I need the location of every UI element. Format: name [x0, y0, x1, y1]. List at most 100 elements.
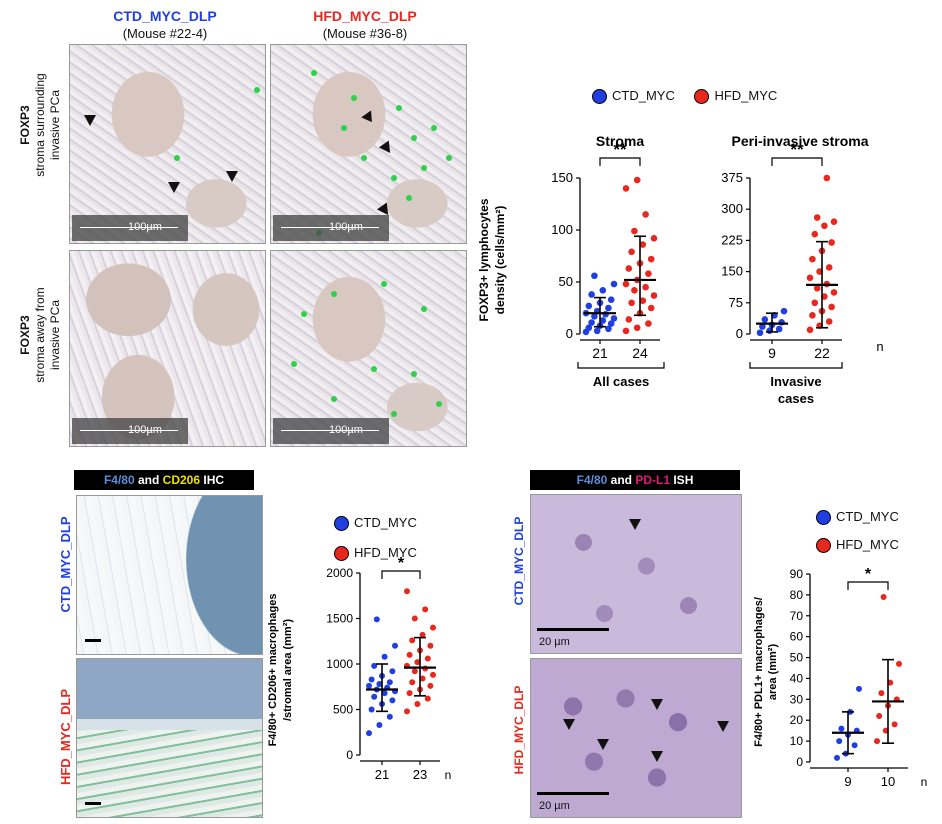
data-point — [381, 690, 388, 697]
foxp3-cell — [446, 155, 452, 161]
micrograph-ish-hfd: 20 µm — [530, 658, 742, 818]
foxp3-cell — [351, 95, 357, 101]
row1-label: FOXP3 stroma surrounding invasive PCa — [18, 40, 63, 210]
data-point — [409, 637, 416, 644]
foxp3-cell — [411, 135, 417, 141]
foxp3-cell — [391, 411, 397, 417]
data-point — [610, 280, 618, 288]
data-point — [813, 214, 821, 221]
n-label: 22 — [814, 345, 830, 361]
title-method: IHC — [200, 473, 225, 487]
data-point — [836, 738, 843, 745]
y-tick-label: 0 — [796, 755, 803, 769]
data-point — [809, 255, 816, 263]
data-point — [874, 738, 880, 745]
foxp3-cell — [291, 361, 297, 367]
micrograph-hfd-away: 100µm — [270, 250, 467, 447]
data-point — [599, 317, 607, 324]
foxp3-cell — [341, 125, 347, 131]
legend-ctd-label: CTD_MYC — [836, 509, 899, 524]
data-point — [830, 218, 838, 225]
n-label: 9 — [844, 774, 851, 789]
row2-label-line2: invasive PCa — [48, 299, 62, 371]
ihc-row1-label: CTD_MYC_DLP — [58, 516, 73, 613]
group-label: cases — [778, 391, 814, 406]
data-point — [821, 222, 828, 230]
data-point — [610, 315, 618, 322]
scale-bar — [537, 792, 609, 795]
group-label: Invasive — [770, 374, 821, 389]
ihc-title-bar: F4/80 and CD206 IHC — [74, 470, 254, 490]
data-point — [427, 682, 434, 689]
data-point — [622, 327, 630, 335]
data-point — [806, 326, 814, 334]
micrograph-ihc-hfd — [76, 658, 263, 818]
data-point — [811, 299, 819, 307]
foxp3-cell — [311, 70, 317, 76]
data-point — [823, 174, 831, 182]
y-tick-label: 225 — [721, 232, 743, 247]
legend-ish: CTD_MYC HFD_MYC — [816, 503, 899, 559]
data-point — [409, 679, 416, 686]
scale-bar — [85, 639, 101, 642]
data-point — [368, 706, 375, 713]
data-point — [591, 313, 598, 320]
data-point — [851, 742, 858, 749]
arrowhead-marker — [361, 110, 377, 126]
y-tick-label: 60 — [790, 630, 804, 644]
n-label: 10 — [881, 774, 895, 789]
n-label: 21 — [592, 345, 608, 361]
data-point — [376, 681, 383, 688]
arrowhead-marker — [717, 721, 729, 732]
scale-bar: 100µm — [273, 418, 389, 444]
y-axis-label: area (mm²) — [767, 644, 779, 701]
title-method: ISH — [670, 473, 694, 487]
data-point — [645, 320, 652, 327]
data-point — [593, 327, 601, 335]
legend-top: CTD_MYC HFD_MYC — [592, 88, 777, 105]
micrograph-ctd-away: 100µm — [69, 250, 266, 447]
data-point — [631, 287, 638, 294]
significance-label: ** — [790, 140, 804, 159]
legend-hfd-label: HFD_MYC — [354, 545, 417, 560]
data-point — [647, 255, 655, 263]
title-marker-f480: F4/80 — [576, 473, 608, 487]
data-point — [588, 291, 595, 298]
data-point — [599, 287, 607, 294]
legend-hfd-marker — [816, 538, 831, 554]
data-point — [825, 318, 833, 325]
foxp3-cell — [361, 155, 367, 161]
data-point — [896, 660, 902, 667]
col1-subtitle: (Mouse #22-4) — [122, 26, 208, 41]
ish-title-bar: F4/80 and PD-L1 ISH — [530, 470, 740, 490]
y-tick-label: 50 — [790, 651, 804, 665]
foxp3-cell — [371, 366, 377, 372]
y-axis-label: F4/80+ CD206+ macrophages — [267, 594, 279, 747]
foxp3-cell — [431, 125, 437, 131]
data-point — [856, 685, 862, 692]
n-label: 23 — [413, 767, 427, 782]
y-tick-label: 80 — [790, 588, 804, 602]
y-tick-label: 150 — [551, 170, 573, 185]
arrowhead-marker — [651, 699, 663, 710]
data-point — [622, 185, 630, 192]
data-point — [625, 316, 633, 323]
data-point — [628, 299, 635, 307]
chart-foxp3: Stroma FOXP3+ lymphocytes density (cells/m… — [477, 133, 884, 406]
data-point — [411, 668, 418, 675]
scale-bar: 100µm — [273, 215, 389, 241]
y-tick-label: 2000 — [326, 566, 353, 580]
y-axis-label: F4/80+ PDL1+ macrophages/ — [753, 597, 765, 747]
data-point — [386, 679, 393, 686]
row2-label: FOXP3 stroma away from invasive PCa — [18, 250, 63, 420]
foxp3-cell — [421, 306, 427, 312]
scale-bar-label: 20 µm — [539, 800, 570, 812]
title-marker-cd206: CD206 — [162, 473, 201, 487]
significance-bracket — [599, 157, 641, 166]
legend-ctd-marker — [816, 510, 831, 526]
y-tick-label: 100 — [551, 222, 573, 237]
y-tick-label: 0 — [346, 748, 353, 762]
data-point — [585, 324, 593, 332]
y-tick-label: 40 — [790, 671, 804, 685]
data-point — [633, 176, 641, 184]
